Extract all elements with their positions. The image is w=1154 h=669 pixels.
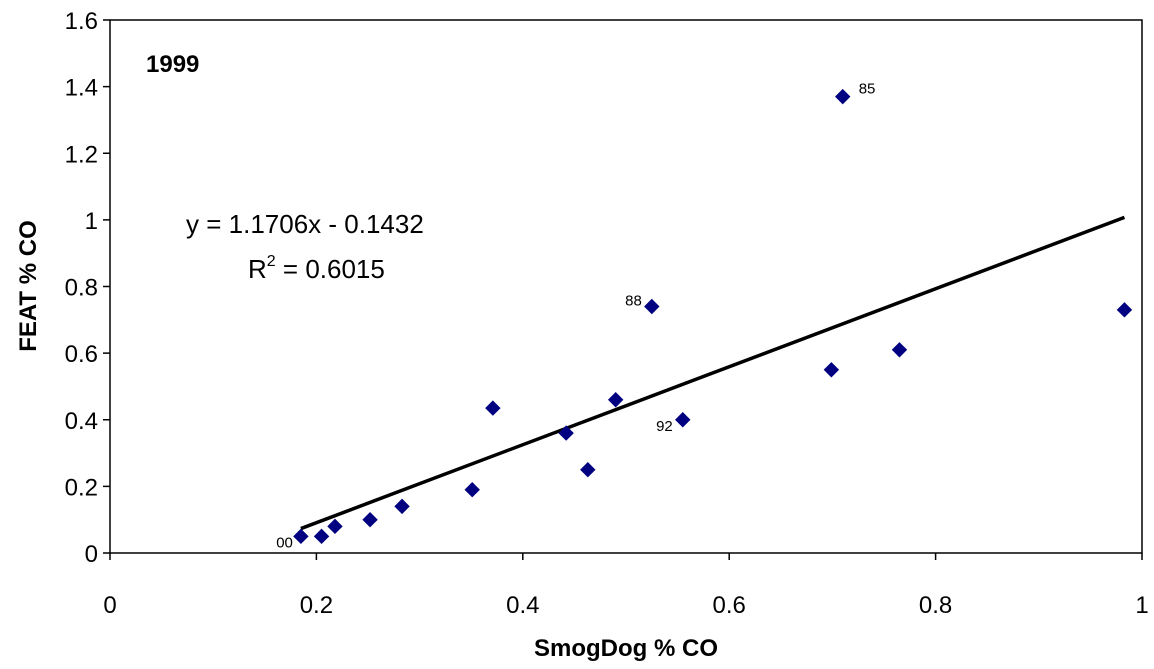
x-tick-label: 0.8	[919, 592, 952, 619]
data-point	[362, 511, 378, 528]
data-point	[293, 528, 309, 545]
data-point	[835, 88, 851, 105]
y-tick-label: 1	[85, 208, 98, 235]
point-label: 85	[859, 81, 876, 98]
data-point	[1116, 302, 1133, 318]
data-point	[607, 392, 624, 408]
data-point	[327, 518, 343, 535]
data-point	[891, 342, 908, 358]
r2-superscript: 2	[267, 253, 276, 270]
plot-area	[109, 19, 1143, 554]
trendline-r2: R2 = 0.6015	[248, 253, 385, 284]
y-axis-ticks: 0 0.2 0.4 0.6 0.8 1 1.2 1.4 1.6	[65, 8, 110, 568]
point-label: 00	[276, 534, 293, 551]
data-point	[644, 298, 660, 315]
x-tick-label: 0.4	[506, 592, 539, 619]
x-tick-label: 0.6	[713, 592, 746, 619]
point-label: 92	[656, 418, 673, 435]
y-tick-label: 0.8	[65, 275, 98, 302]
y-tick-label: 0.6	[65, 341, 98, 368]
trendline-equation: y = 1.1706x - 0.1432	[186, 209, 424, 239]
data-point	[675, 412, 691, 428]
x-tick-label: 0.2	[300, 592, 333, 619]
data-point	[464, 481, 480, 498]
x-tick-label: 0	[103, 592, 116, 619]
data-point	[558, 425, 574, 441]
y-tick-label: 1.2	[65, 141, 98, 168]
y-tick-label: 1.6	[65, 8, 98, 35]
y-axis-title: FEAT % CO	[15, 220, 42, 352]
data-point	[580, 462, 596, 478]
data-point	[485, 400, 501, 416]
x-axis-title: SmogDog % CO	[534, 635, 718, 662]
r2-prefix: R	[248, 254, 267, 284]
y-tick-label: 0.4	[65, 408, 98, 435]
trendline	[300, 215, 1126, 531]
data-points	[293, 88, 1133, 545]
point-labels: 00 88 92 85	[276, 81, 875, 552]
x-axis-ticks: 0 0.2 0.4 0.6 0.8 1	[103, 553, 1149, 619]
data-point	[823, 362, 840, 378]
y-tick-label: 1.4	[65, 75, 98, 102]
x-tick-label: 1	[1135, 592, 1148, 619]
data-point	[394, 498, 410, 515]
y-tick-label: 0.2	[65, 474, 98, 501]
point-label: 88	[625, 292, 642, 309]
y-tick-label: 0	[85, 541, 98, 568]
panel-label: 1999	[146, 51, 199, 78]
r2-value: = 0.6015	[276, 254, 385, 284]
data-point	[313, 528, 330, 545]
